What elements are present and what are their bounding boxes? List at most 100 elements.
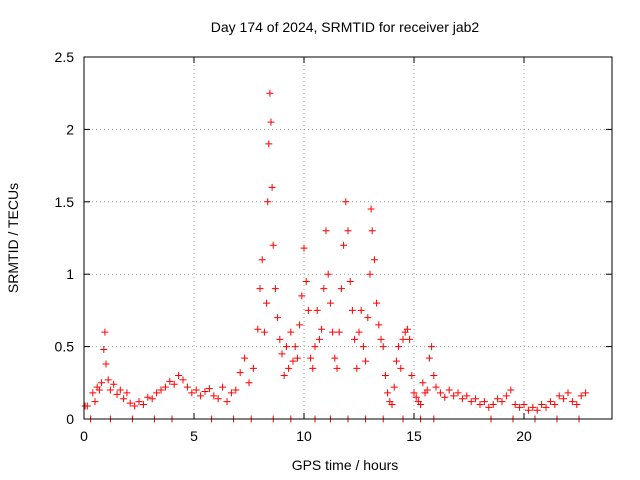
data-point — [432, 383, 440, 391]
data-point — [139, 401, 147, 409]
data-point — [258, 256, 266, 264]
data-point — [293, 354, 301, 362]
data-point — [280, 372, 288, 380]
data-point — [333, 364, 341, 372]
data-point — [266, 89, 274, 97]
data-point — [395, 343, 403, 351]
data-point — [403, 325, 411, 333]
data-point — [95, 386, 103, 394]
data-point — [291, 343, 299, 351]
data-point — [502, 392, 510, 400]
data-point — [450, 392, 458, 400]
data-point — [271, 285, 279, 293]
data-point — [278, 350, 286, 358]
data-point — [353, 364, 361, 372]
data-point — [135, 398, 143, 406]
data-point — [304, 306, 312, 314]
data-point — [408, 372, 416, 380]
data-point — [329, 328, 337, 336]
data-point — [367, 205, 375, 213]
data-point — [116, 386, 124, 394]
data-point — [256, 285, 264, 293]
x-tick-label: 0 — [80, 428, 88, 444]
data-point — [425, 354, 433, 362]
data-point — [126, 399, 134, 407]
data-point — [223, 398, 231, 406]
x-tick-label: 20 — [516, 428, 532, 444]
data-point — [268, 183, 276, 191]
data-point — [507, 386, 515, 394]
data-point — [445, 386, 453, 394]
y-axis-label: SRMTID / TECUs — [5, 183, 21, 293]
data-point — [472, 395, 480, 403]
data-point — [110, 380, 118, 388]
data-point — [83, 402, 91, 410]
data-point — [342, 198, 350, 206]
data-point — [373, 299, 381, 307]
data-point — [267, 118, 275, 126]
data-point — [282, 343, 290, 351]
y-tick-label: 1.5 — [55, 194, 75, 210]
x-tick-label: 5 — [190, 428, 198, 444]
data-point — [205, 385, 213, 393]
data-point — [318, 325, 326, 333]
data-point — [368, 227, 376, 235]
data-point — [355, 328, 363, 336]
data-point — [359, 343, 367, 351]
data-point — [582, 389, 590, 397]
data-point — [101, 328, 109, 336]
data-point — [346, 277, 354, 285]
data-point — [370, 256, 378, 264]
data-point — [577, 392, 585, 400]
y-tick-label: 2.5 — [55, 49, 75, 65]
data-point — [260, 328, 268, 336]
data-point — [494, 395, 502, 403]
data-point — [188, 389, 196, 397]
data-point — [245, 379, 253, 387]
data-point — [364, 314, 372, 322]
data-point — [236, 369, 244, 377]
data-point — [458, 395, 466, 403]
data-point — [564, 389, 572, 397]
data-point — [100, 345, 108, 353]
y-tick-label: 1 — [66, 266, 74, 282]
data-point — [300, 244, 308, 252]
data-point — [454, 389, 462, 397]
data-point — [274, 314, 282, 322]
data-point — [144, 393, 152, 401]
data-point — [219, 383, 227, 391]
data-point — [498, 398, 506, 406]
data-point — [417, 401, 425, 409]
data-point — [287, 328, 295, 336]
data-point — [302, 277, 310, 285]
data-point — [480, 398, 488, 406]
data-point — [410, 389, 418, 397]
data-point — [467, 398, 475, 406]
data-point — [296, 321, 304, 329]
data-point — [241, 354, 249, 362]
data-point — [340, 241, 348, 249]
data-point — [351, 335, 359, 343]
data-point — [285, 364, 293, 372]
data-point — [546, 398, 554, 406]
data-point — [551, 401, 559, 409]
data-point — [511, 401, 519, 409]
data-point — [309, 364, 317, 372]
data-point — [419, 379, 427, 387]
data-point — [344, 227, 352, 235]
data-point — [298, 292, 306, 300]
data-point — [148, 395, 156, 403]
data-point — [175, 372, 183, 380]
data-point — [441, 393, 449, 401]
data-point — [123, 389, 131, 397]
data-point — [232, 386, 240, 394]
data-point — [366, 270, 374, 278]
data-point — [390, 383, 398, 391]
data-point — [529, 403, 537, 411]
data-point — [397, 364, 405, 372]
data-point — [89, 389, 97, 397]
data-point — [192, 386, 200, 394]
data-point — [423, 386, 431, 394]
data-point — [348, 306, 356, 314]
data-point — [106, 386, 114, 394]
